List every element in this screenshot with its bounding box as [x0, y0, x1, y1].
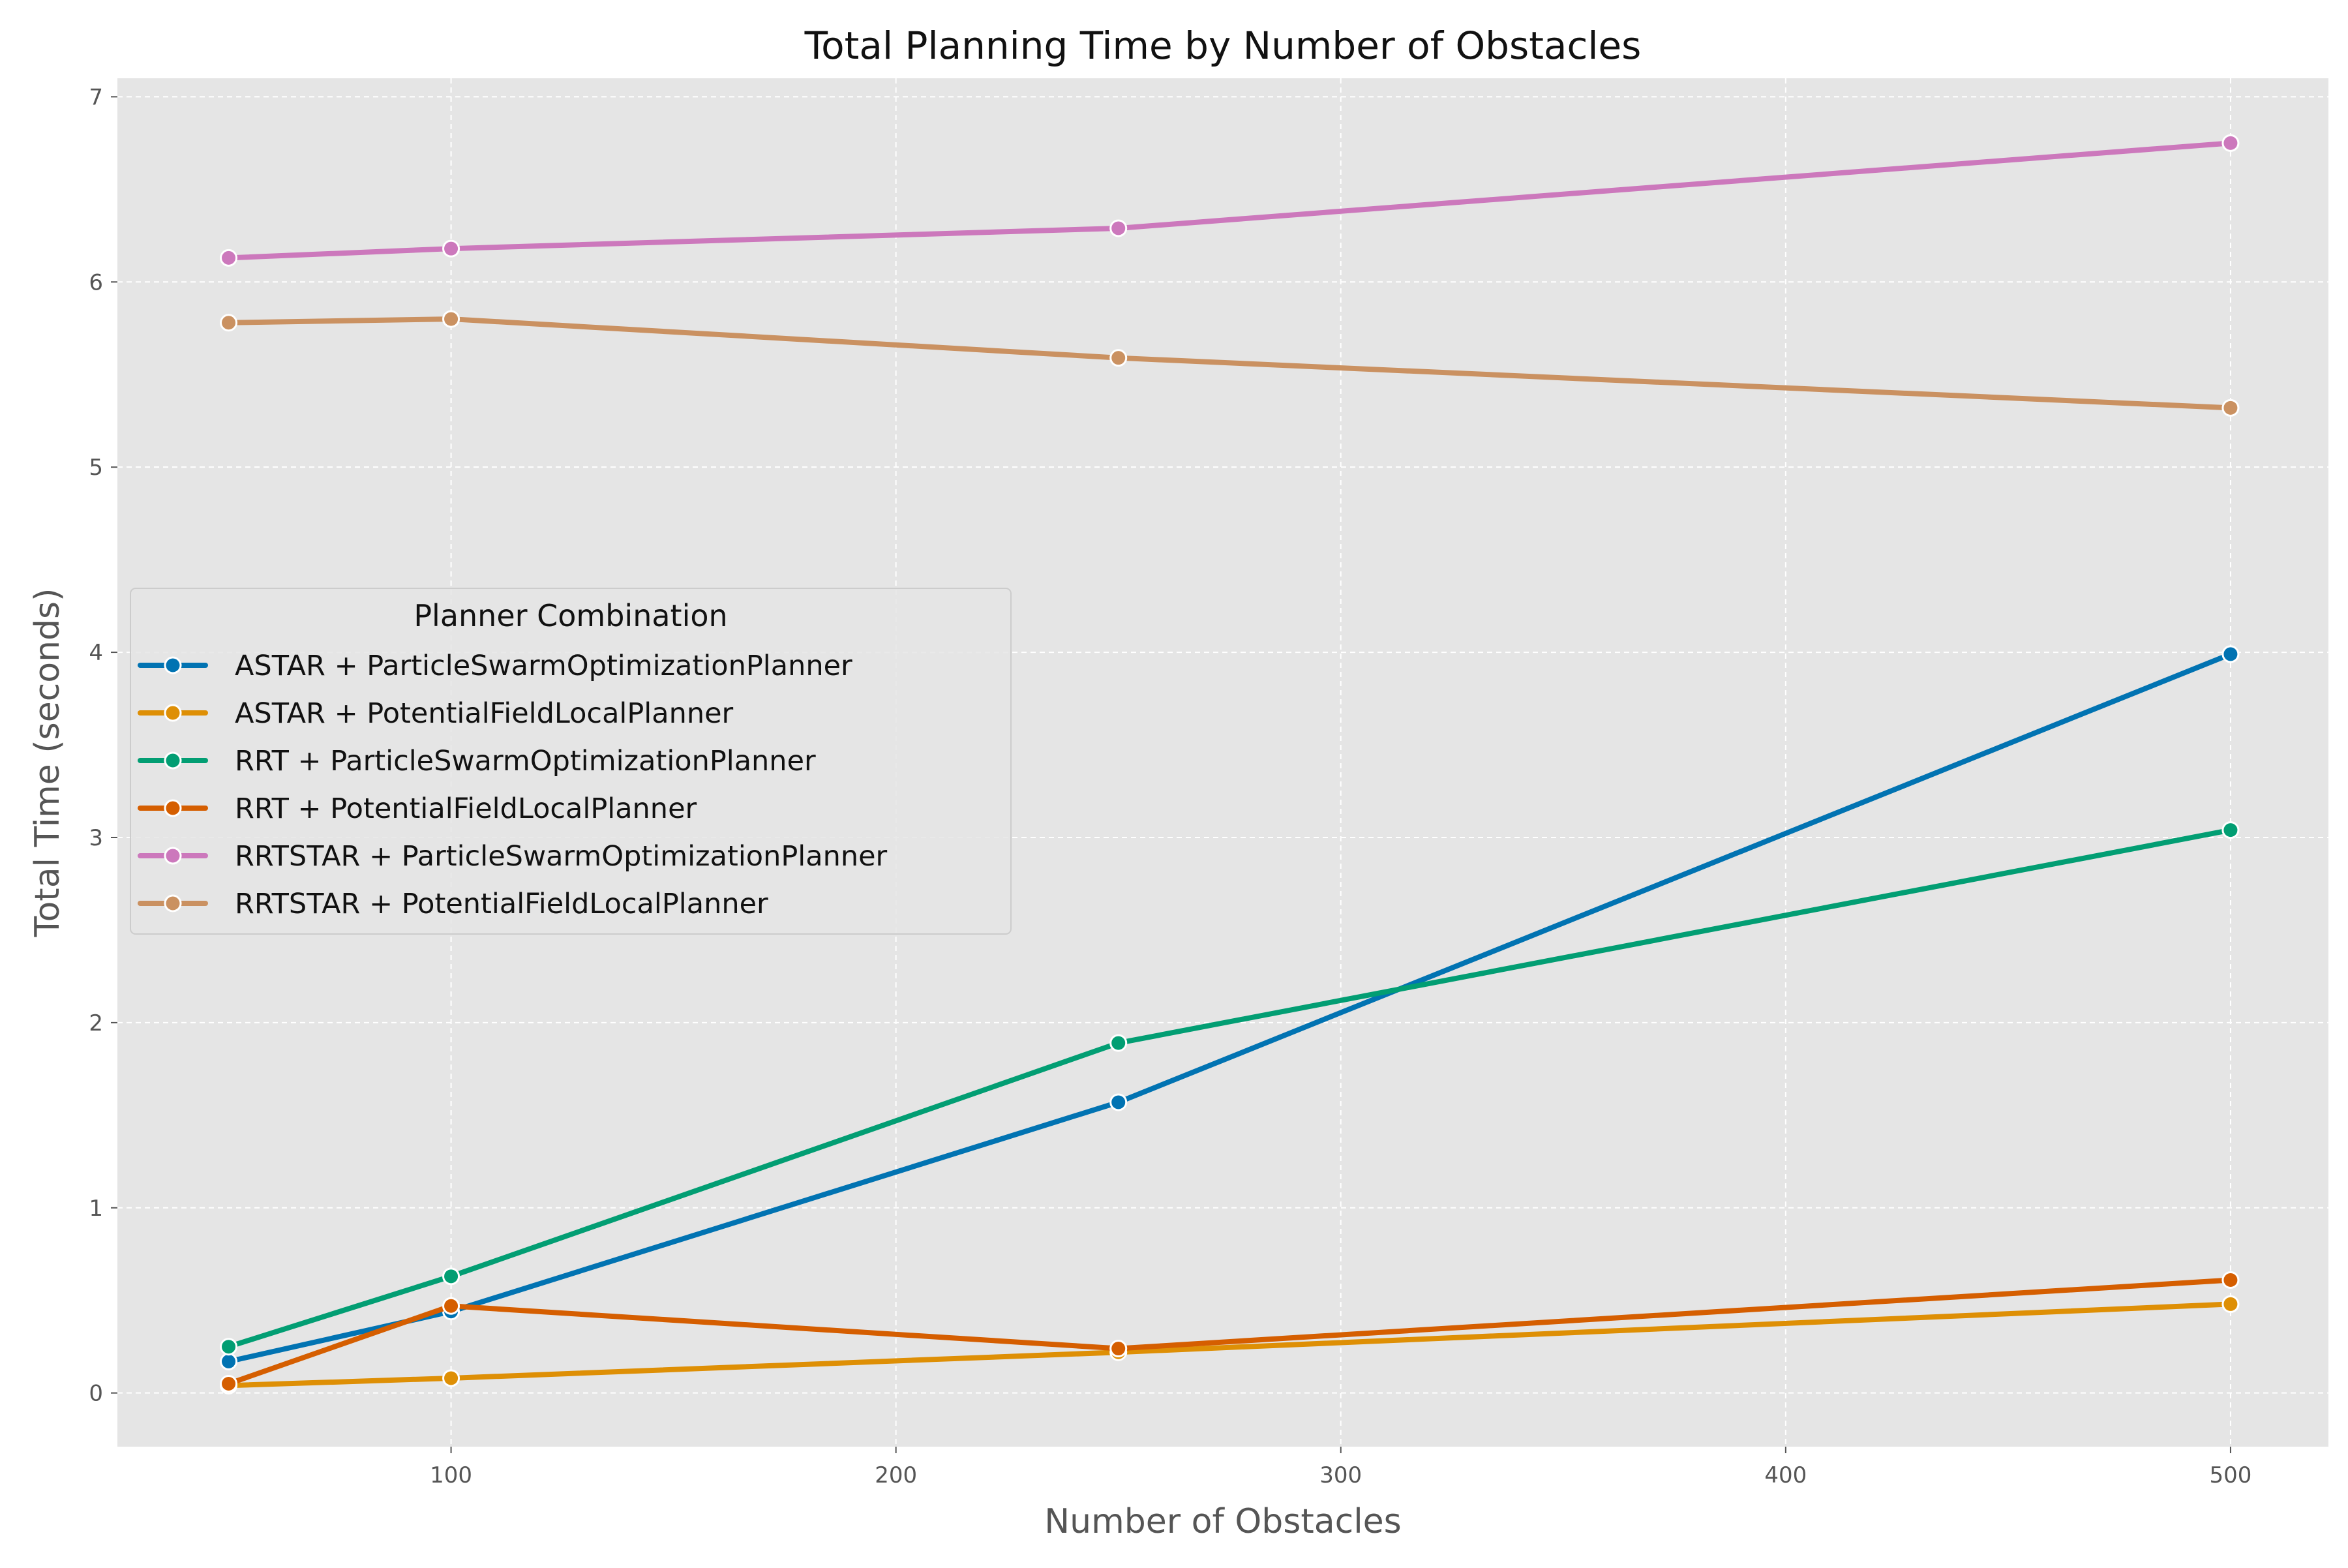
data-point	[1109, 1093, 1128, 1111]
series-layer	[220, 134, 2240, 1395]
legend-item: ASTAR + ParticleSwarmOptimizationPlanner	[138, 650, 852, 682]
legend[interactable]: Planner Combination ASTAR + ParticleSwar…	[130, 588, 1012, 935]
legend-label: RRT + PotentialFieldLocalPlanner	[235, 792, 697, 825]
y-tick-label: 4	[89, 640, 103, 666]
legend-label: RRTSTAR + PotentialFieldLocalPlanner	[235, 888, 768, 920]
y-tick-label: 6	[89, 269, 103, 295]
y-tick-label: 0	[89, 1381, 103, 1407]
series-5	[220, 134, 2240, 267]
x-tick-label: 500	[2209, 1462, 2251, 1488]
data-point	[220, 1352, 238, 1370]
legend-swatch-marker	[164, 656, 182, 674]
y-axis-ticks: 0 1 2 3 4 5 6 7	[89, 84, 117, 1407]
data-point	[220, 249, 238, 267]
legend-items: ASTAR + ParticleSwarmOptimizationPlanner…	[138, 650, 888, 920]
legend-label: ASTAR + ParticleSwarmOptimizationPlanner	[235, 650, 852, 682]
data-point	[442, 1369, 460, 1387]
legend-label: RRTSTAR + ParticleSwarmOptimizationPlann…	[235, 840, 888, 873]
x-tick-label: 100	[430, 1462, 472, 1488]
data-point	[442, 310, 460, 328]
legend-swatch-marker	[164, 847, 182, 865]
legend-label: ASTAR + PotentialFieldLocalPlanner	[235, 697, 734, 730]
legend-swatch-marker	[164, 751, 182, 770]
chart-title: Total Planning Time by Number of Obstacl…	[804, 23, 1642, 68]
data-point	[220, 1374, 238, 1393]
x-tick-label: 200	[875, 1462, 917, 1488]
data-point	[1109, 1034, 1128, 1052]
series-1	[220, 645, 2240, 1370]
series-line	[226, 827, 2233, 1349]
y-tick-label: 2	[89, 1010, 103, 1036]
data-point	[220, 314, 238, 332]
y-tick-label: 1	[89, 1196, 103, 1222]
legend-item: RRTSTAR + PotentialFieldLocalPlanner	[138, 888, 768, 920]
series-3	[220, 821, 2240, 1356]
data-point	[220, 1338, 238, 1356]
x-axis-label: Number of Obstacles	[1044, 1502, 1401, 1541]
data-point	[442, 1297, 460, 1315]
legend-swatch-marker	[164, 799, 182, 817]
legend-item: ASTAR + PotentialFieldLocalPlanner	[138, 697, 734, 730]
series-line	[226, 1277, 2233, 1387]
data-point	[2221, 821, 2240, 839]
legend-swatch-marker	[164, 894, 182, 912]
x-axis-ticks: 100 200 300 400 500	[430, 1447, 2251, 1488]
series-line	[226, 316, 2233, 411]
y-tick-label: 7	[89, 84, 103, 110]
series-4	[220, 1271, 2240, 1393]
x-tick-label: 400	[1764, 1462, 1807, 1488]
series-line	[226, 651, 2233, 1364]
series-6	[220, 310, 2240, 417]
data-point	[1109, 219, 1128, 237]
series-line	[226, 1301, 2233, 1389]
y-tick-label: 5	[89, 455, 103, 481]
legend-label: RRT + ParticleSwarmOptimizationPlanner	[235, 745, 816, 777]
legend-title: Planner Combination	[414, 598, 727, 633]
series-line	[226, 140, 2233, 261]
legend-swatch-marker	[164, 704, 182, 722]
data-point	[2221, 1295, 2240, 1313]
legend-item: RRT + ParticleSwarmOptimizationPlanner	[138, 745, 816, 777]
y-axis-label: Total Time (seconds)	[28, 588, 67, 938]
data-point	[442, 239, 460, 258]
legend-item: RRTSTAR + ParticleSwarmOptimizationPlann…	[138, 840, 888, 873]
data-point	[2221, 645, 2240, 663]
y-tick-label: 3	[89, 825, 103, 851]
x-tick-label: 300	[1319, 1462, 1362, 1488]
legend-item: RRT + PotentialFieldLocalPlanner	[138, 792, 697, 825]
data-point	[442, 1267, 460, 1286]
legend-box	[130, 588, 1012, 935]
data-point	[2221, 134, 2240, 152]
data-point	[1109, 349, 1128, 367]
data-point	[2221, 1271, 2240, 1289]
data-point	[1109, 1340, 1128, 1358]
data-point	[2221, 399, 2240, 417]
